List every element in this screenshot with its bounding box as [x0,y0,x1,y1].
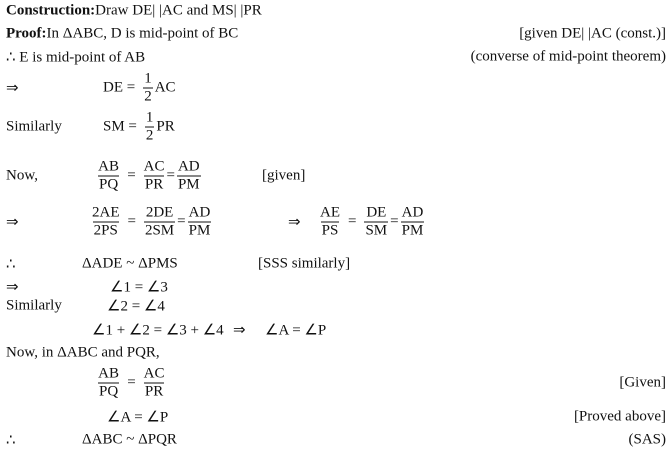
final-statement: ΔABC ~ ΔPQR [82,431,177,448]
similarly-label: Similarly [6,297,62,314]
de-lhs: DE = [103,79,136,96]
angle-a-reason: [Proved above] [573,408,666,425]
e-midpoint-reason: (converse of mid-point theorem) [470,48,666,65]
implies-symbol: ⇒ [6,80,19,97]
similarly-label: Similarly [6,118,62,135]
angle-13-statement: ∠1 = ∠3 [110,279,168,296]
angle-24-statement: ∠2 = ∠4 [107,298,165,315]
given-reason: [given] [262,167,306,184]
proof-label: Proof: [6,25,47,42]
angle-a-statement: ∠A = ∠P [107,409,169,426]
ratio2-equation: AB PQ = AC PR [98,365,165,400]
simplified-ratio-equation: AE PS = DE SM = AD PM [320,204,425,239]
ratio2-reason: [Given] [619,374,666,391]
proof-text: In ΔABC, D is mid-point of BC [46,25,239,42]
construction-label: Construction: [6,2,96,19]
implies-symbol: ⇒ [288,214,301,231]
de-rhs: AC [154,79,176,96]
construction-text: Draw DE| |AC and MS| |PR [95,2,262,19]
proof-reason: [given DE| |AC (const.)] [519,25,666,42]
e-midpoint-text: ∴ E is mid-point of AB [6,49,146,66]
implies-symbol: ⇒ [233,322,246,339]
now-label: Now, [6,167,38,184]
therefore-symbol: ∴ [6,256,16,273]
ratio-equation: AB PQ = AC PR = AD PM [98,158,201,193]
angle-sum-statement: ∠1 + ∠2 = ∠3 + ∠4 [92,322,224,339]
double-ratio-equation: 2AE 2PS = 2DE 2SM = AD PM [92,204,212,239]
therefore-symbol: ∴ [6,432,16,449]
implies-symbol: ⇒ [6,214,19,231]
sm-lhs: SM = [103,118,137,135]
implies-symbol: ⇒ [6,279,19,296]
now-in-text: Now, in ΔABC and PQR, [6,344,160,361]
similarity-statement: ΔADE ~ ΔPMS [82,255,178,272]
final-reason: (SAS) [628,431,666,448]
similarity-reason: [SSS similarly] [258,255,351,272]
angle-result: ∠A = ∠P [265,322,327,339]
sm-rhs: PR [156,118,175,135]
